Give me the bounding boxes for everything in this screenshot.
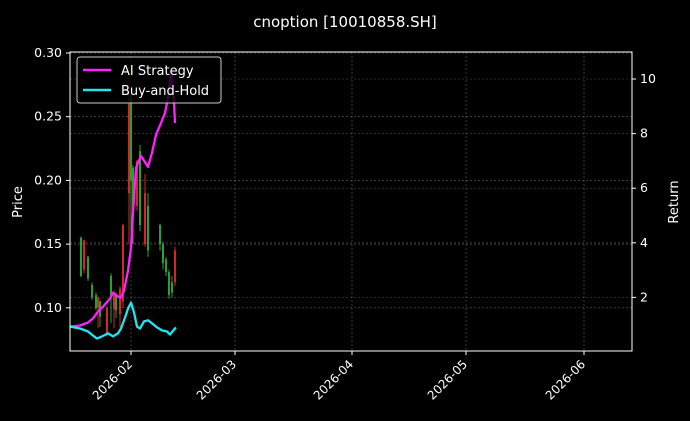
right-tick-label: 2 — [640, 289, 648, 304]
candle — [122, 224, 124, 302]
right-axis-ticks: 10 8 6 4 2 — [632, 71, 656, 304]
candle — [144, 193, 146, 245]
candle — [171, 282, 173, 293]
x-tick-label: 2026-05 — [425, 357, 470, 402]
x-tick-label: 2026-06 — [543, 357, 588, 402]
right-axis-label: Return — [667, 180, 682, 223]
legend-label-buy-and-hold: Buy-and-Hold — [121, 84, 209, 99]
candle — [168, 272, 170, 296]
return-lines — [69, 69, 177, 340]
right-tick-label: 8 — [640, 126, 648, 141]
legend-label-ai-strategy: AI Strategy — [121, 64, 194, 79]
left-tick-label: 0.10 — [34, 300, 62, 315]
candle — [139, 151, 141, 225]
candle — [147, 205, 149, 251]
candle — [115, 295, 117, 311]
x-tick-label: 2026-04 — [311, 357, 356, 402]
series-line-buy-and-hold — [69, 301, 177, 340]
candle — [97, 297, 99, 308]
grid-lines — [70, 52, 632, 351]
left-tick-label: 0.15 — [34, 236, 62, 251]
left-tick-label: 0.30 — [34, 45, 62, 60]
x-tick-label: 2026-03 — [194, 357, 239, 402]
right-tick-label: 4 — [640, 235, 648, 250]
series-line-ai-strategy — [69, 69, 177, 328]
candle — [136, 161, 138, 206]
candle — [95, 295, 97, 308]
chart-title: cnoption [10010858.SH] — [253, 13, 437, 31]
candle — [128, 103, 130, 194]
candle — [159, 224, 161, 245]
plot-frame — [69, 51, 633, 352]
candle — [113, 295, 115, 310]
candle — [106, 307, 108, 334]
legend: AI Strategy Buy-and-Hold — [76, 56, 222, 104]
candle — [119, 288, 121, 315]
candle — [162, 244, 164, 264]
candle — [83, 240, 85, 270]
candle — [130, 97, 132, 181]
left-tick-label: 0.25 — [34, 109, 62, 124]
right-tick-label: 6 — [640, 180, 648, 195]
candle — [80, 237, 82, 276]
candle — [174, 250, 176, 283]
candle — [132, 167, 134, 213]
candle — [87, 256, 89, 279]
candle — [165, 259, 167, 273]
left-axis-label: Price — [11, 186, 26, 218]
x-tick-label: 2026-02 — [90, 357, 135, 402]
right-tick-label: 10 — [640, 71, 656, 86]
left-tick-label: 0.20 — [34, 172, 62, 187]
candle — [110, 275, 112, 296]
left-axis-ticks: 0.30 0.25 0.20 0.15 0.10 — [34, 45, 70, 315]
candle — [91, 284, 93, 298]
x-axis-ticks: 2026-02 2026-03 2026-04 2026-05 2026-06 — [90, 351, 588, 403]
price-candles — [80, 65, 176, 336]
